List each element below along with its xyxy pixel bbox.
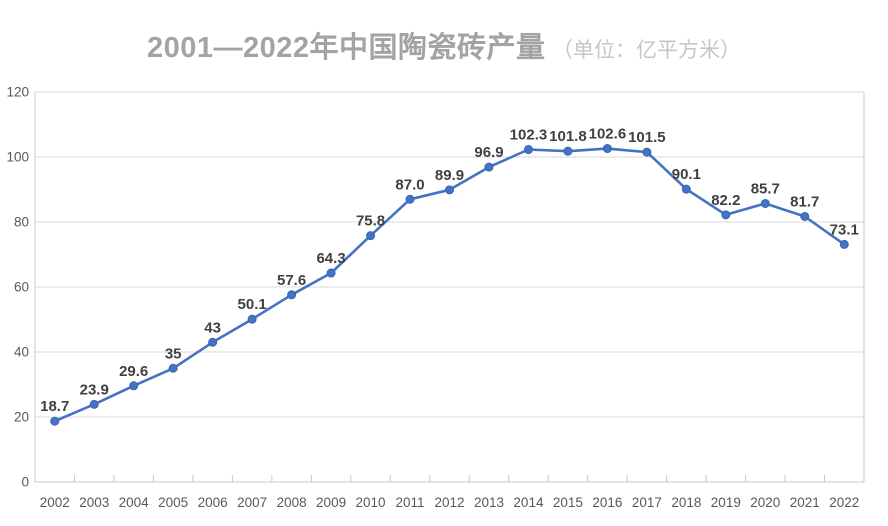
data-point-marker — [642, 147, 652, 157]
y-axis-tick-label: 0 — [21, 475, 29, 490]
data-point-marker — [405, 194, 415, 204]
data-label: 64.3 — [316, 250, 345, 267]
x-axis-tick-label: 2017 — [632, 495, 662, 510]
x-axis-tick-label: 2014 — [513, 495, 544, 510]
data-label: 85.7 — [751, 180, 780, 197]
data-point-marker — [484, 162, 494, 172]
data-label: 18.7 — [40, 398, 69, 415]
data-point-marker — [602, 144, 612, 154]
y-axis-tick-label: 120 — [6, 85, 29, 100]
x-axis-tick-label: 2015 — [553, 495, 583, 510]
y-axis-tick-label: 20 — [14, 410, 29, 425]
data-point-marker — [366, 231, 376, 241]
chart-title-text: 2001—2022年中国陶瓷砖产量 — [147, 32, 546, 64]
data-label: 50.1 — [238, 296, 267, 313]
x-axis-tick-label: 2016 — [592, 495, 622, 510]
data-label: 101.8 — [549, 128, 587, 145]
data-point-marker — [721, 210, 731, 220]
chart-unit-label: （单位：亿平方米） — [551, 39, 741, 62]
x-axis-tick-label: 2013 — [474, 495, 504, 510]
data-point-marker — [50, 416, 60, 426]
x-axis-tick-label: 2009 — [316, 495, 346, 510]
data-point-marker — [208, 337, 218, 347]
data-point-marker — [89, 399, 99, 409]
data-label: 96.9 — [474, 144, 503, 161]
y-axis-tick-label: 80 — [14, 215, 29, 230]
x-axis-tick-label: 2002 — [40, 495, 70, 510]
y-axis-tick-label: 40 — [14, 345, 29, 360]
data-point-marker — [563, 146, 573, 156]
data-point-marker — [129, 381, 139, 391]
x-axis-tick-label: 2003 — [79, 495, 109, 510]
x-axis-tick-label: 2005 — [158, 495, 188, 510]
data-label: 89.9 — [435, 167, 464, 184]
data-point-marker — [523, 145, 533, 155]
x-axis-tick-label: 2020 — [750, 495, 780, 510]
data-label: 75.8 — [356, 213, 385, 230]
x-axis-tick-label: 2022 — [829, 495, 859, 510]
y-axis-tick-label: 60 — [14, 280, 29, 295]
x-axis-tick-label: 2019 — [711, 495, 741, 510]
chart-title: 2001—2022年中国陶瓷砖产量 （单位：亿平方米） — [0, 24, 888, 66]
data-label: 35 — [165, 345, 182, 362]
data-label: 102.3 — [510, 127, 548, 144]
data-point-marker — [247, 314, 257, 324]
data-point-marker — [326, 268, 336, 278]
x-axis-tick-label: 2008 — [277, 495, 307, 510]
data-point-marker — [681, 184, 691, 194]
y-axis-tick-label: 100 — [6, 150, 29, 165]
data-label: 43 — [204, 319, 221, 336]
data-point-marker — [168, 363, 178, 373]
data-point-marker — [287, 290, 297, 300]
data-label-highlighted: 73.1 — [830, 221, 859, 238]
x-axis-tick-label: 2004 — [119, 495, 150, 510]
x-axis-tick-label: 2010 — [356, 495, 386, 510]
data-label: 102.6 — [589, 126, 627, 143]
x-axis-tick-label: 2018 — [671, 495, 701, 510]
x-axis-tick-label: 2021 — [790, 495, 820, 510]
data-point-marker — [839, 239, 849, 249]
data-point-marker — [445, 185, 454, 195]
data-point-marker — [760, 198, 770, 208]
x-axis-tick-label: 2006 — [198, 495, 228, 510]
x-axis-tick-label: 2012 — [434, 495, 464, 510]
data-label: 23.9 — [80, 381, 109, 398]
data-point-marker — [800, 211, 810, 221]
x-axis-tick-label: 2007 — [237, 495, 267, 510]
data-label: 90.1 — [672, 166, 701, 183]
data-label: 101.5 — [628, 129, 666, 146]
data-label: 82.2 — [711, 192, 740, 209]
data-label: 57.6 — [277, 272, 306, 289]
data-label: 81.7 — [790, 193, 819, 210]
x-axis-tick-label: 2011 — [396, 495, 425, 510]
data-label: 87.0 — [395, 176, 424, 193]
data-label: 29.6 — [119, 363, 148, 380]
